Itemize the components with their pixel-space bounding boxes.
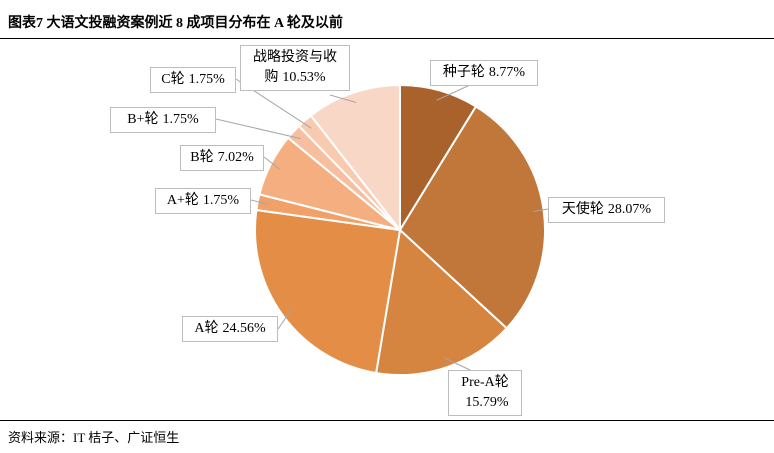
value-label: 1.75%: [162, 112, 199, 127]
category-label: A轮: [194, 321, 219, 336]
value-label: 1.75%: [188, 72, 225, 87]
category-label: B+轮: [127, 112, 159, 127]
data-label: B+轮 1.75%: [110, 107, 216, 133]
data-label: A轮 24.56%: [182, 316, 278, 342]
data-label: 天使轮 28.07%: [548, 197, 665, 223]
leader-line: [263, 156, 280, 170]
rule: [0, 38, 774, 39]
leader-line: [250, 199, 268, 205]
source-note: 资料来源：IT 桔子、广证恒生: [8, 430, 180, 445]
category-label: Pre-A轮: [461, 375, 509, 390]
category-label: 战略投资与收购: [253, 50, 337, 85]
value-label: 15.79%: [465, 395, 509, 410]
value-label: 10.53%: [282, 70, 326, 85]
data-label: Pre-A轮 15.79%: [448, 370, 522, 416]
leader-line: [443, 357, 471, 371]
value-label: 24.56%: [222, 321, 266, 336]
data-label: A+轮 1.75%: [155, 188, 251, 214]
chart-title: 图表7 大语文投融资案例近 8 成项目分布在 A 轮及以前: [8, 16, 343, 31]
pie-slice: [374, 228, 509, 376]
data-label: C轮 1.75%: [150, 67, 236, 93]
value-label: 1.75%: [202, 193, 240, 208]
value-label: 7.02%: [217, 150, 254, 165]
category-label: 种子轮: [442, 65, 485, 80]
rule: [0, 420, 774, 421]
leader-line: [436, 84, 471, 101]
category-label: B轮: [190, 150, 214, 165]
category-label: C轮: [161, 72, 185, 87]
leader-line: [215, 118, 301, 140]
leader-line: [533, 208, 549, 212]
pie-slice: [254, 208, 402, 375]
category-label: 天使轮: [561, 202, 604, 217]
data-label: 种子轮 8.77%: [430, 60, 538, 86]
leader-line: [329, 94, 357, 103]
leader-line: [277, 309, 292, 330]
pie-slice: [309, 83, 401, 233]
data-label: B轮 7.02%: [180, 145, 264, 171]
value-label: 8.77%: [488, 65, 526, 80]
data-label: 战略投资与收购 10.53%: [240, 45, 350, 91]
category-label: A+轮: [166, 193, 199, 208]
value-label: 28.07%: [607, 202, 652, 217]
